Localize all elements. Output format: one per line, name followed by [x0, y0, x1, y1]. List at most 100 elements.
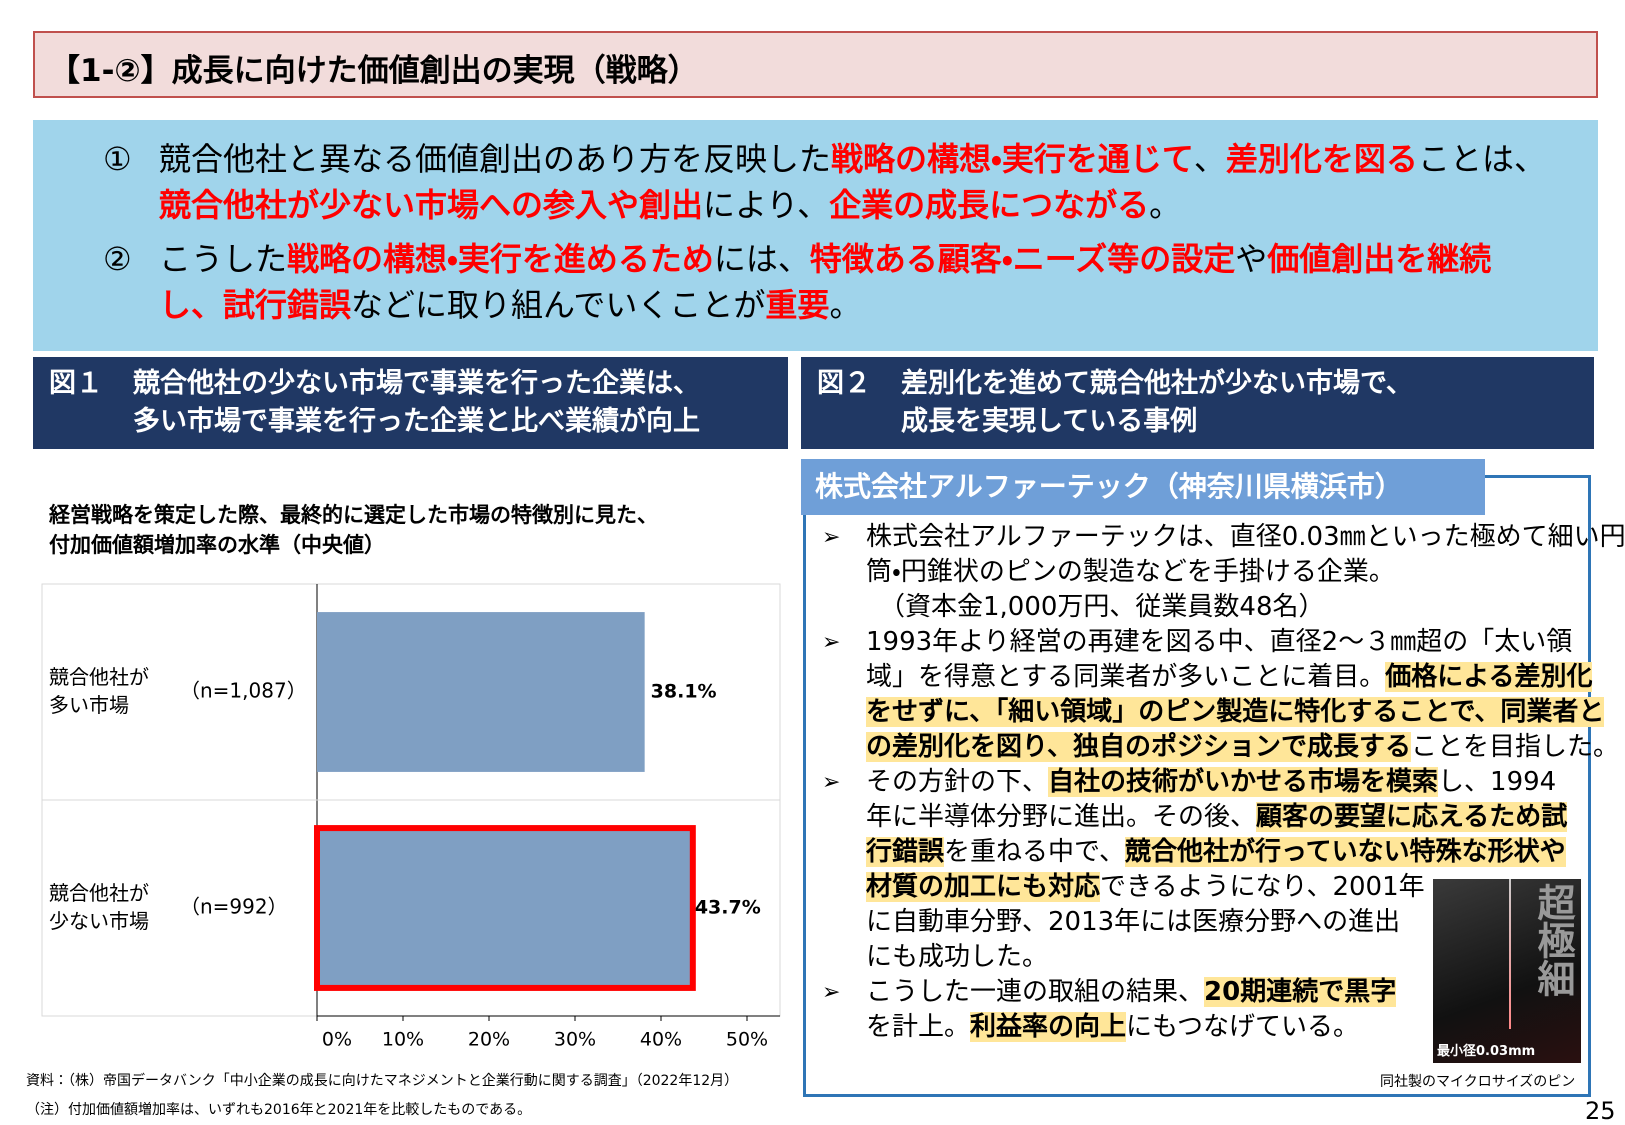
- text: ことを目指した。: [1410, 732, 1619, 762]
- emphasis: 企業の成長につながる: [829, 186, 1150, 224]
- text: に自動車分野、2013年には医療分野への進出: [866, 907, 1401, 937]
- text-line: に自動車分野、2013年には医療分野への進出: [866, 905, 1593, 940]
- header: 【1-②】成長に向けた価値創出の実現（戦略）: [33, 31, 1598, 98]
- category-line: 競合他社が: [49, 881, 149, 905]
- page-number: 25: [1585, 1097, 1616, 1125]
- x-tick-label: 20%: [468, 1029, 510, 1051]
- text-line: （資本金1,000万円、従業員数48名）: [866, 590, 1593, 625]
- emphasis: 重要: [765, 286, 830, 324]
- figure-label: 図２: [817, 368, 871, 399]
- text: を重ねる中で、: [944, 837, 1125, 867]
- highlight: 行錯誤: [866, 837, 945, 867]
- text-line: 材質の加工にも対応できるようになり、2001年: [866, 870, 1593, 905]
- emphasis: 特徴ある顧客・ニーズ等の設定: [809, 240, 1236, 278]
- highlight: 競合他社が行っていない特殊な形状や: [1124, 837, 1566, 867]
- text: できるようになり、2001年: [1100, 872, 1425, 902]
- text: 。: [829, 286, 862, 324]
- figure-label: 図１: [49, 368, 103, 399]
- emphasis: し、試行錯誤: [159, 286, 352, 324]
- figure2-header: 図２ 差別化を進めて競合他社が少ない市場で、 成長を実現している事例: [801, 357, 1594, 449]
- bullets: 株式会社アルファーテックは、直径0.03㎜といった極めて細い円筒・円錐状のピンの…: [818, 520, 1625, 1045]
- highlight: をせずに、「細い領域」のピン製造に特化することで、同業者と: [866, 697, 1605, 727]
- company-tab: 株式会社アルファーテック（神奈川県横浜市）: [801, 459, 1485, 515]
- value-label: 43.7%: [695, 897, 761, 919]
- x-tick-label: 30%: [554, 1029, 596, 1051]
- text-line: 株式会社アルファーテックは、直径0.03㎜といった極めて細い円: [866, 520, 1625, 555]
- text: こうした一連の取組の結果、: [866, 977, 1205, 1007]
- summary-item: ② こうした戦略の構想・実行を進めるためには、特徴ある顧客・ニーズ等の設定や価値創…: [103, 236, 1491, 328]
- bullet: 1993年より経営の再建を図る中、直径2～３㎜超の「太い領域」を得意とする同業者…: [818, 625, 1619, 765]
- text: 域」を得意とする同業者が多いことに着目。: [866, 662, 1386, 692]
- text: 競合他社と異なる価値創出のあり方を反映した: [159, 140, 832, 178]
- text: こうした: [159, 240, 288, 278]
- marker: ①: [103, 140, 132, 178]
- category-line: 競合他社が: [49, 665, 149, 689]
- bar: [317, 612, 645, 772]
- image-label: 最小径0.03mm: [1437, 1044, 1536, 1059]
- category-label: 競合他社が多い市場: [49, 665, 149, 717]
- chart-title: 経営戦略を策定した際、最終的に選定した市場の特徴別に見た、 付加価値額増加率の水準…: [49, 500, 658, 560]
- highlight: 自社の技術がいかせる市場を模索: [1048, 767, 1439, 797]
- value-label: 38.1%: [651, 681, 717, 703]
- text-line: し、試行錯誤などに取り組んでいくことが重要。: [159, 282, 1491, 328]
- text: 1993年より経営の再建を図る中、直径2～３㎜超の「太い領: [866, 627, 1573, 657]
- emphasis: 戦略の構想・実行を進めるため: [287, 240, 714, 278]
- title-line: 競合他社の少ない市場で事業を行った企業は、: [133, 368, 700, 399]
- text-line: 競合他社が少ない市場への参入や創出により、企業の成長につながる。: [159, 182, 1546, 228]
- sample-size: （n=1,087）: [180, 679, 307, 703]
- text-line: 筒・円錐状のピンの製造などを手掛ける企業。: [866, 555, 1593, 590]
- emphasis: 戦略の構想・実行を通じて: [831, 140, 1194, 178]
- text: には、: [713, 240, 810, 278]
- bullet: 株式会社アルファーテックは、直径0.03㎜といった極めて細い円筒・円錐状のピンの…: [818, 520, 1625, 625]
- text: （資本金1,000万円、従業員数48名）: [879, 592, 1325, 622]
- highlight: 材質の加工にも対応: [866, 872, 1101, 902]
- highlight: 20期連続で黒字: [1204, 977, 1397, 1007]
- text: を計上。: [866, 1012, 971, 1042]
- text-line: の差別化を図り、独自のポジションで成長することを目指した。: [866, 730, 1619, 765]
- text: 筒・円錐状のピンの製造などを手掛ける企業。: [866, 557, 1395, 587]
- x-tick-label: 0%: [322, 1029, 352, 1051]
- text-line: 年に半導体分野に進出。その後、顧客の要望に応えるため試: [866, 800, 1593, 835]
- chart: 0% 10% 20% 30% 40% 50%競合他社が多い市場（n=1,087） 38.1%…: [41, 583, 781, 1051]
- text: や: [1235, 240, 1268, 278]
- text: 、: [1193, 140, 1226, 178]
- sample-size: （n=992）: [180, 895, 288, 919]
- emphasis: 競合他社が少ない市場への参入や創出: [159, 186, 704, 224]
- text-line: こうした一連の取組の結果、20期連続で黒字: [866, 975, 1593, 1010]
- title-line: 付加価値額増加率の水準（中央値）: [49, 533, 385, 557]
- text: により、: [703, 186, 830, 224]
- text-line: をせずに、「細い領域」のピン製造に特化することで、同業者と: [866, 695, 1605, 730]
- text: ことは、: [1417, 140, 1546, 178]
- category-label: 競合他社が少ない市場: [49, 881, 149, 933]
- x-tick-label: 40%: [640, 1029, 682, 1051]
- marker: ②: [103, 240, 132, 278]
- text: などに取り組んでいくことが: [351, 286, 766, 324]
- title: 【1-②】成長に向けた価値創出の実現（戦略）: [49, 53, 699, 89]
- figure1-header: 図１ 競合他社の少ない市場で事業を行った企業は、 多い市場で事業を行った企業と比べ…: [33, 357, 788, 449]
- text-line: 域」を得意とする同業者が多いことに着目。価格による差別化: [866, 660, 1593, 695]
- figure-title: 差別化を進めて競合他社が少ない市場で、 成長を実現している事例: [901, 365, 1413, 441]
- emphasis: 差別化を図る: [1225, 140, 1418, 178]
- text-line: こうした戦略の構想・実行を進めるためには、特徴ある顧客・ニーズ等の設定や価値創出…: [159, 236, 1491, 282]
- category-line: 多い市場: [49, 693, 129, 717]
- category-line: 少ない市場: [49, 909, 149, 933]
- title-line: 経営戦略を策定した際、最終的に選定した市場の特徴別に見た、: [49, 503, 658, 527]
- image-caption: 同社製のマイクロサイズのピン: [1380, 1074, 1576, 1090]
- x-tick-label: 50%: [726, 1029, 768, 1051]
- text: にもつなげている。: [1126, 1012, 1359, 1042]
- emphasis: 価値創出を継続: [1267, 240, 1492, 278]
- title-line: 差別化を進めて競合他社が少ない市場で、: [901, 368, 1413, 399]
- x-tick-label: 10%: [382, 1029, 424, 1051]
- summary: ① 競合他社と異なる価値創出のあり方を反映した戦略の構想・実行を通じて、差別化を図…: [33, 120, 1598, 351]
- text-line: を計上。利益率の向上にもつなげている。: [866, 1010, 1593, 1045]
- text-line: 1993年より経営の再建を図る中、直径2～３㎜超の「太い領: [866, 625, 1593, 660]
- text-line: 競合他社と異なる価値創出のあり方を反映した戦略の構想・実行を通じて、差別化を図る…: [159, 136, 1546, 182]
- figure-title: 競合他社の少ない市場で事業を行った企業は、 多い市場で事業を行った企業と比べ業績が…: [133, 365, 700, 441]
- title-line: 成長を実現している事例: [901, 406, 1198, 437]
- text: にも成功した。: [866, 942, 1049, 972]
- text: 年に半導体分野に進出。その後、: [866, 802, 1257, 832]
- title-line: 多い市場で事業を行った企業と比べ業績が向上: [133, 406, 700, 437]
- text: その方針の下、: [866, 767, 1049, 797]
